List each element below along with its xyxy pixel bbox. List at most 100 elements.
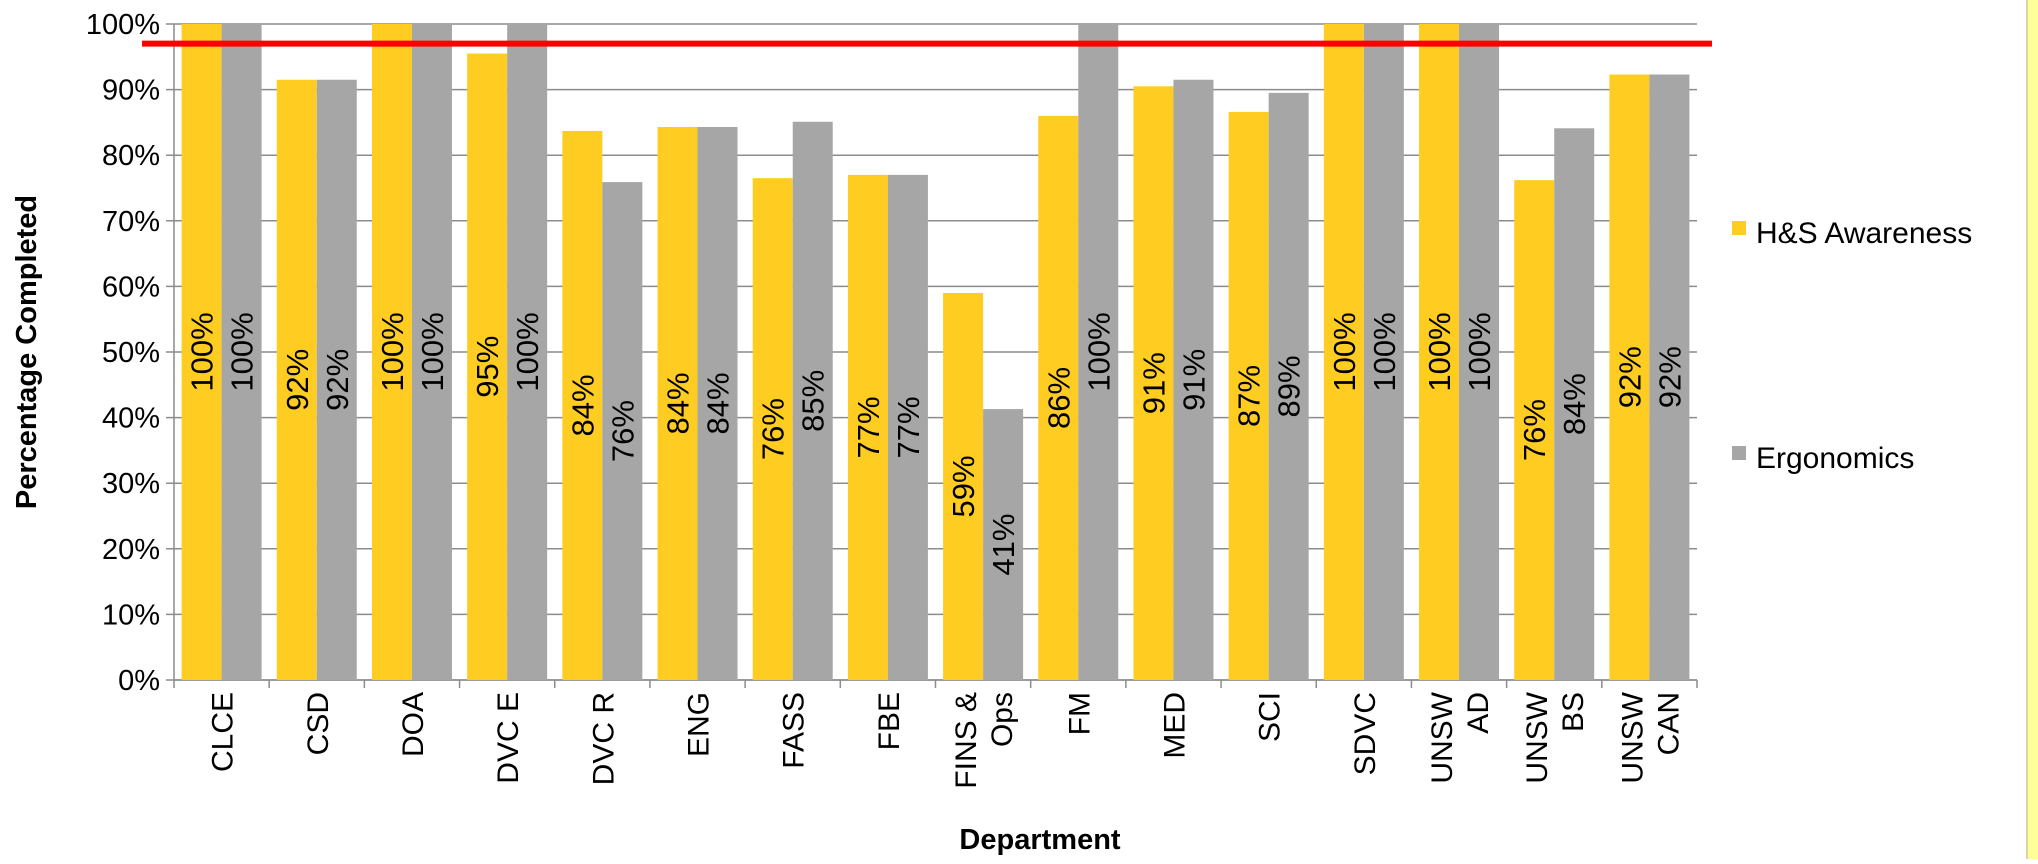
x-tick-label: CLCE — [207, 692, 240, 772]
data-label: 59% — [946, 455, 981, 517]
x-tick-label: FINS & — [950, 692, 983, 789]
data-label: 86% — [1041, 367, 1076, 429]
bar-ergonomics — [1268, 92, 1309, 680]
bar-hs-awareness — [467, 53, 508, 680]
bar-ergonomics — [221, 24, 262, 680]
data-label: 100% — [1422, 312, 1457, 391]
data-label: 100% — [1327, 312, 1362, 391]
bar-hs-awareness — [1514, 180, 1555, 681]
bar-ergonomics — [507, 24, 548, 680]
y-tick-label: 100% — [86, 9, 160, 41]
bar-ergonomics — [1363, 24, 1404, 680]
frame-strip — [2028, 0, 2038, 859]
x-tick-label: SCI — [1254, 692, 1287, 742]
data-label: 92% — [1652, 346, 1687, 408]
data-label: 92% — [280, 349, 315, 411]
x-axis-title: Department — [959, 824, 1120, 856]
bar-ergonomics — [602, 182, 643, 680]
x-tick-label: FBE — [873, 692, 906, 750]
bar-ergonomics — [1649, 74, 1690, 680]
x-tick-label: SDVC — [1349, 692, 1382, 775]
bar-ergonomics — [1078, 24, 1119, 680]
bar-ergonomics — [1459, 24, 1500, 680]
bar-hs-awareness — [1609, 74, 1650, 680]
x-tick-label: BS — [1557, 692, 1590, 732]
data-label: 95% — [470, 336, 505, 398]
bar-hs-awareness — [847, 174, 888, 680]
x-tick-label: FM — [1063, 692, 1096, 735]
x-tick-label: UNSW — [1616, 691, 1649, 783]
data-label: 92% — [1612, 346, 1647, 408]
data-label: 77% — [891, 396, 926, 458]
data-label: 100% — [225, 312, 260, 391]
y-tick-label: 40% — [102, 403, 160, 435]
x-tick-label: AD — [1462, 692, 1495, 734]
y-tick-label: 10% — [102, 599, 160, 631]
bar-hs-awareness — [1133, 86, 1174, 680]
x-tick-label: UNSW — [1426, 691, 1459, 783]
data-label: 84% — [701, 372, 736, 434]
x-tick-label: DOA — [397, 692, 430, 757]
bar-hs-awareness — [1038, 115, 1079, 681]
bar-hs-awareness — [943, 292, 984, 680]
bar-hs-awareness — [181, 24, 222, 680]
data-label: 100% — [415, 312, 450, 391]
data-label: 76% — [1517, 399, 1552, 461]
data-label: 85% — [796, 370, 831, 432]
y-axis-title: Percentage Completed — [11, 195, 43, 509]
data-label: 41% — [986, 514, 1021, 576]
data-label: 84% — [661, 372, 696, 434]
y-tick-label: 80% — [102, 140, 160, 172]
bar-hs-awareness — [276, 79, 317, 680]
bar-hs-awareness — [657, 126, 698, 680]
x-tick-label: Ops — [986, 692, 1019, 747]
legend-swatch — [1732, 446, 1746, 460]
bar-hs-awareness — [752, 178, 793, 680]
y-tick-label: 60% — [102, 271, 160, 303]
y-tick-label: 70% — [102, 206, 160, 238]
data-label: 100% — [375, 312, 410, 391]
bar-hs-awareness — [1228, 111, 1269, 681]
data-label: 84% — [565, 374, 600, 436]
bar-ergonomics — [411, 24, 452, 680]
data-label: 76% — [756, 398, 791, 460]
bar-hs-awareness — [1419, 24, 1460, 680]
bar-ergonomics — [792, 121, 833, 680]
data-label: 76% — [605, 400, 640, 462]
legend-swatch — [1732, 221, 1746, 235]
x-tick-label: CAN — [1652, 692, 1685, 755]
bar-hs-awareness — [371, 24, 412, 680]
data-label: 91% — [1136, 352, 1171, 414]
x-tick-label: DVC E — [492, 692, 525, 784]
x-tick-label: UNSW — [1521, 691, 1554, 783]
data-label: 84% — [1557, 373, 1592, 435]
bar-ergonomics — [697, 126, 738, 680]
data-label: 87% — [1232, 365, 1267, 427]
x-tick-label: DVC R — [587, 692, 620, 785]
data-label: 77% — [851, 396, 886, 458]
x-tick-label: CSD — [302, 692, 335, 755]
data-label: 100% — [1462, 312, 1497, 391]
y-tick-label: 90% — [102, 75, 160, 107]
y-tick-label: 20% — [102, 534, 160, 566]
legend-label: Ergonomics — [1756, 442, 1914, 475]
data-label: 91% — [1176, 349, 1211, 411]
bar-hs-awareness — [562, 130, 603, 681]
data-label: 100% — [1081, 312, 1116, 391]
bar-ergonomics — [1554, 128, 1595, 680]
data-label: 89% — [1272, 355, 1307, 417]
data-label: 100% — [185, 312, 220, 391]
bar-ergonomics — [316, 79, 357, 680]
bar-ergonomics — [983, 409, 1024, 680]
x-tick-label: MED — [1158, 692, 1191, 759]
y-tick-label: 0% — [118, 665, 160, 697]
bar-ergonomics — [887, 174, 928, 680]
data-label: 100% — [510, 312, 545, 391]
legend-label: H&S Awareness — [1756, 217, 1972, 250]
x-tick-label: ENG — [683, 692, 716, 757]
data-label: 92% — [320, 349, 355, 411]
y-tick-label: 50% — [102, 337, 160, 369]
bar-ergonomics — [1173, 79, 1214, 680]
